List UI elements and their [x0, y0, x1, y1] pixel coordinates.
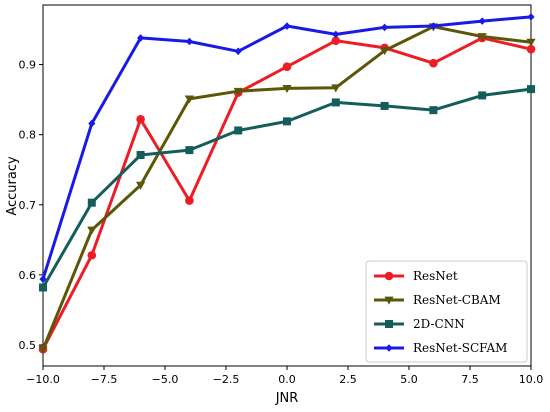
legend-label: 2D-CNN	[413, 317, 465, 331]
data-point	[380, 47, 390, 56]
legend-marker	[384, 271, 394, 281]
series-line	[41, 15, 532, 280]
y-axis-label: Accuracy	[5, 156, 20, 216]
x-tick-label: −5.0	[152, 373, 179, 386]
data-point	[381, 23, 389, 32]
data-point	[87, 250, 97, 260]
data-point	[331, 84, 341, 93]
data-point	[331, 98, 340, 107]
data-point	[88, 119, 96, 128]
series-resnet-scfam	[39, 13, 535, 283]
data-point	[39, 283, 47, 292]
data-point	[136, 151, 145, 160]
data-point	[234, 126, 243, 135]
legend-marker	[385, 320, 393, 328]
data-point	[87, 226, 97, 235]
data-point	[233, 87, 243, 96]
data-point	[38, 345, 48, 354]
x-axis-label: JNR	[275, 391, 299, 406]
x-tick-label: 7.5	[461, 373, 479, 386]
data-point	[185, 196, 194, 205]
series-layer	[38, 13, 536, 354]
series-2d-cnn	[39, 85, 535, 292]
data-point	[527, 13, 535, 21]
y-tick-label: 0.8	[19, 129, 37, 142]
data-point	[87, 198, 96, 207]
data-point	[331, 36, 341, 46]
legend-marker	[384, 296, 394, 305]
y-axis-ticks: 0.5 0.6 0.7 0.8 0.9	[19, 59, 43, 352]
legend: ResNet ResNet-CBAM 2D-CNN ResNet-SCFAM	[365, 260, 528, 363]
data-point	[234, 47, 242, 56]
data-point	[429, 58, 438, 68]
y-tick-label: 0.7	[19, 199, 37, 212]
legend-entry: ResNet-CBAM	[374, 293, 501, 307]
data-point	[282, 85, 292, 94]
data-point	[527, 85, 535, 94]
data-point	[184, 95, 194, 104]
data-point	[429, 22, 437, 30]
data-point	[185, 37, 193, 46]
data-point	[282, 62, 292, 71]
data-point	[526, 44, 536, 54]
y-tick-label: 0.9	[19, 59, 37, 72]
data-point	[136, 114, 145, 124]
data-point	[332, 30, 340, 39]
data-point	[477, 33, 487, 42]
y-tick-label: 0.6	[19, 269, 37, 282]
legend-label: ResNet-CBAM	[413, 293, 501, 307]
x-tick-label: −2.5	[213, 373, 240, 386]
data-point	[283, 117, 291, 126]
legend-marker	[385, 344, 393, 352]
data-point	[380, 101, 389, 110]
x-tick-label: −10.0	[26, 373, 60, 386]
data-point	[185, 146, 194, 155]
data-point	[136, 181, 146, 190]
data-point	[39, 275, 47, 283]
x-tick-label: 10.0	[519, 373, 544, 386]
x-tick-label: 2.5	[339, 373, 357, 386]
legend-entry: ResNet	[374, 269, 458, 283]
data-point	[478, 91, 487, 100]
legend-box	[365, 260, 528, 363]
legend-entry: 2D-CNN	[374, 317, 465, 331]
legend-label: ResNet-SCFAM	[413, 341, 507, 355]
x-tick-label: 0.0	[278, 373, 296, 386]
series-resnet-cbam	[38, 23, 536, 354]
y-tick-label: 0.5	[19, 339, 37, 352]
x-axis-ticks: −10.0 −7.5 −5.0 −2.5 0.0 2.5 5.0 7.5 10.0	[26, 366, 543, 386]
x-tick-label: −7.5	[91, 373, 118, 386]
data-point	[137, 34, 145, 42]
series-resnet	[38, 33, 536, 354]
data-point	[526, 38, 536, 47]
legend-entry: ResNet-SCFAM	[374, 341, 507, 355]
x-tick-label: 5.0	[400, 373, 418, 386]
data-point	[478, 17, 486, 25]
data-point	[429, 106, 438, 115]
legend-label: ResNet	[413, 269, 458, 283]
data-point	[283, 22, 291, 30]
